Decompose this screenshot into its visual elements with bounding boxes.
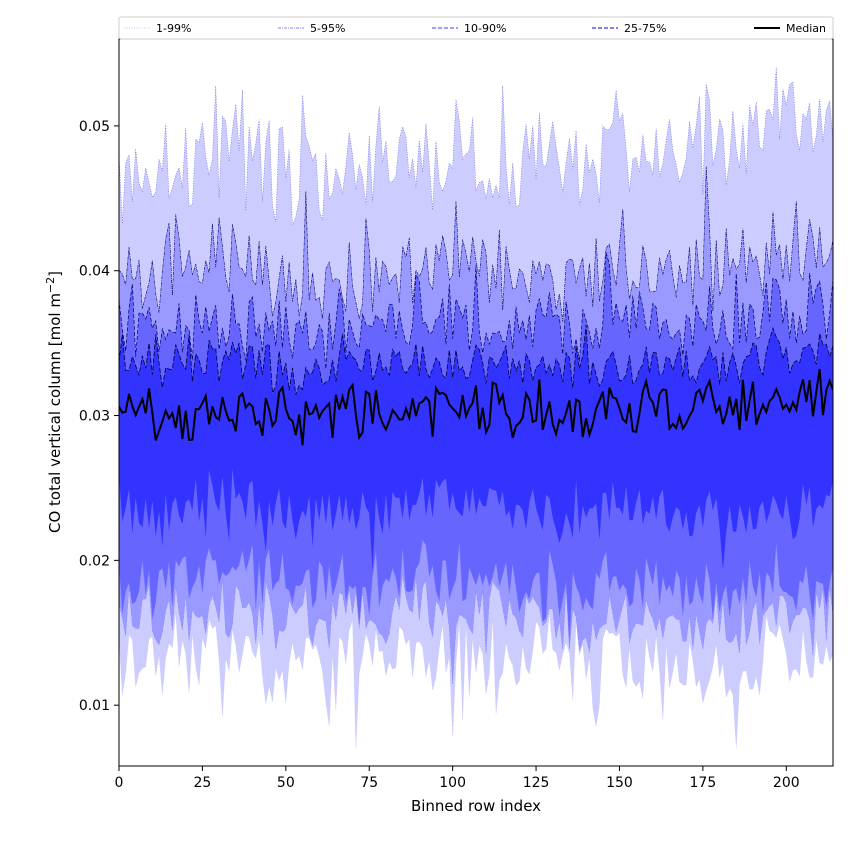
x-tick-label: 150 [606,775,633,791]
x-tick-label: 75 [360,775,378,791]
legend: 1-99% 5-95% 10-90% 25-75% Median [118,16,834,40]
x-tick-label: 25 [193,775,211,791]
x-tick-label: 50 [277,775,295,791]
median-line [119,368,833,446]
line-p75 [119,324,833,396]
x-tick-label: 125 [523,775,550,791]
x-axis-label: Binned row index [411,797,541,815]
band-25-75 [119,324,833,572]
percentile-bands [119,67,833,749]
legend-label: 10-90% [464,22,506,35]
legend-label: 1-99% [156,22,191,35]
x-tick-label: 100 [439,775,466,791]
y-axis-label-main: CO total vertical column [mol m [46,293,64,533]
y-tick-label: 0.04 [79,264,110,280]
y-tick-label: 0.01 [79,698,110,714]
median-layer [119,368,833,446]
line-p1 [119,611,833,749]
y-tick-label: 0.02 [79,553,110,569]
y-tick-label: 0.05 [79,119,110,135]
y-tick-label: 0.03 [79,409,110,425]
x-tick-label: 175 [690,775,717,791]
legend-box [118,16,834,40]
y-axis-label: CO total vertical column [mol m−2] [44,271,64,533]
percentile-lines [119,67,833,749]
line-p95 [119,166,833,322]
y-axis: 0.01 0.02 0.03 0.04 0.05 [79,119,119,714]
x-tick-label: 200 [773,775,800,791]
x-tick-label: 0 [115,775,124,791]
y-axis-label-end: ] [46,271,64,277]
legend-label: Median [786,22,826,35]
legend-label: 5-95% [310,22,345,35]
line-p90 [119,252,833,369]
line-p5 [119,574,833,685]
x-axis: 0 25 50 75 100 125 150 175 200 [115,766,800,791]
y-axis-label-superscript: −2 [44,277,57,293]
legend-label: 25-75% [624,22,666,35]
